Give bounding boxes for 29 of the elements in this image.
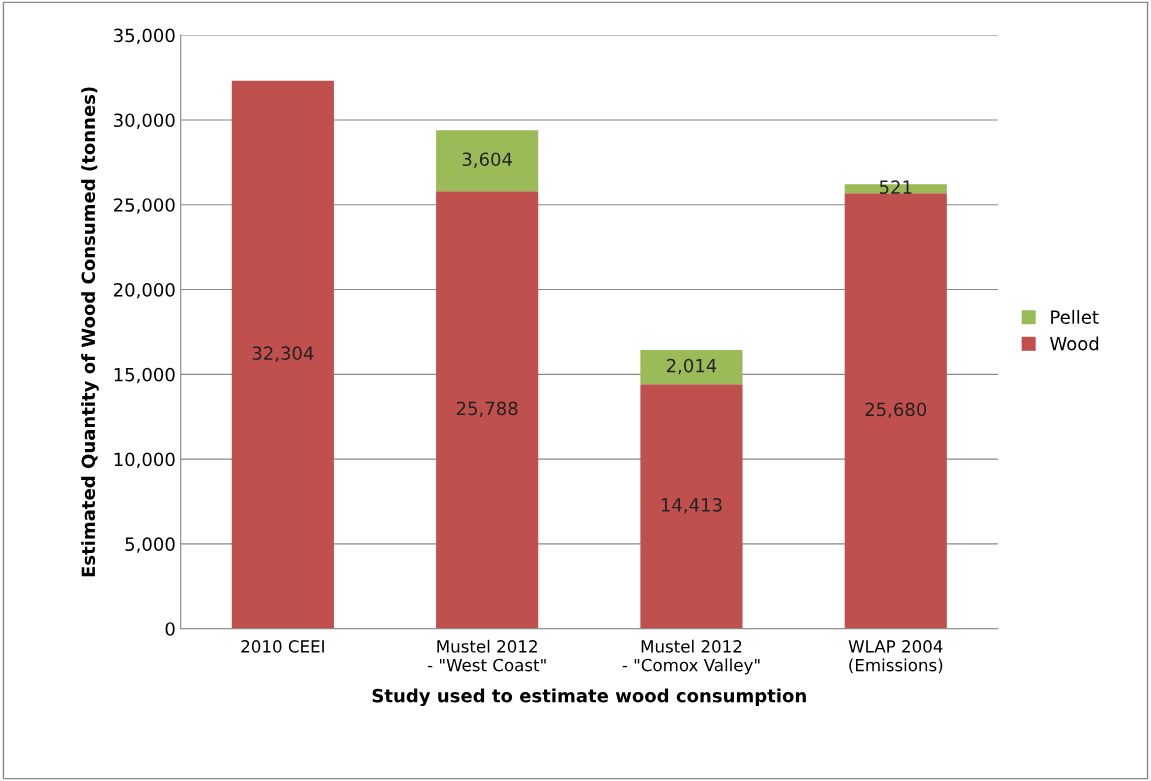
y-tick-label: 25,000	[113, 198, 175, 214]
data-label: 25,680	[865, 402, 927, 419]
bar	[436, 130, 539, 192]
data-label: 32,304	[252, 346, 314, 362]
data-label: 2,014	[666, 358, 717, 375]
x-tick-label: Mustel 2012 - "Comox Valley"	[622, 639, 760, 675]
data-label: 14,413	[661, 498, 722, 514]
y-tick-label: 5,000	[125, 537, 175, 553]
bar	[436, 191, 539, 629]
y-tick-label: 15,000	[114, 367, 175, 384]
x-axis-title: Study used to estimate wood consumption	[372, 688, 806, 707]
y-tick-label: 30,000	[114, 113, 175, 129]
bar	[231, 80, 334, 629]
y-tick-label: 35,000	[114, 28, 175, 45]
x-tick-label: Mustel 2012 - "West Coast"	[427, 639, 546, 672]
y-tick-label: 0	[165, 622, 175, 636]
bar	[640, 384, 743, 629]
y-tick-label: 20,000	[113, 282, 175, 299]
data-label: 521	[879, 180, 912, 195]
legend-label: Wood	[1050, 336, 1099, 351]
data-label: 3,604	[462, 152, 512, 168]
y-axis-title: Estimated Quantity of Wood Consumed (tonnes)	[81, 87, 99, 577]
x-tick-label: WLAP 2004 (Emissions)	[848, 640, 943, 674]
legend-label: Pellet	[1051, 309, 1099, 324]
bar	[844, 193, 947, 629]
bar	[640, 350, 743, 385]
y-tick-label: 10,000	[114, 452, 175, 469]
data-label: 25,788	[456, 401, 518, 418]
x-tick-label: 2010 CEEI	[241, 640, 324, 653]
